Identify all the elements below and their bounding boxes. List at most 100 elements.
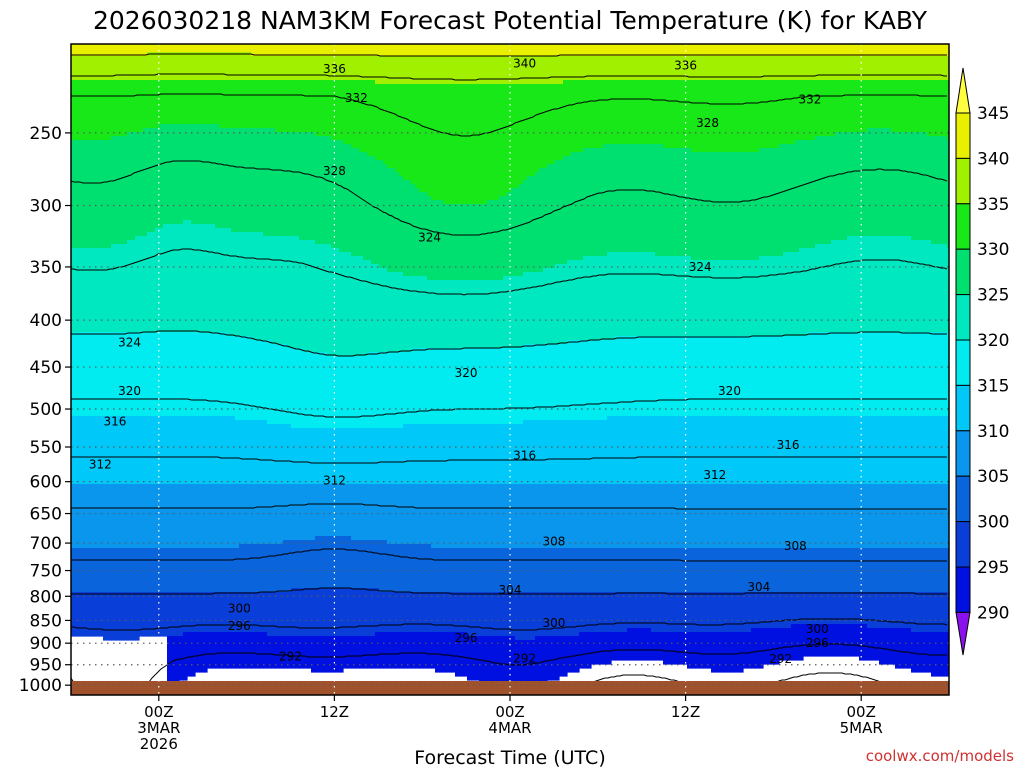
fill-cell [759, 416, 764, 485]
fill-cell [379, 484, 384, 541]
fill-cell [275, 484, 280, 545]
fill-cell [551, 592, 556, 637]
fill-cell [827, 244, 832, 333]
fill-cell [931, 416, 936, 485]
fill-cell [535, 172, 540, 273]
fill-cell [547, 548, 552, 593]
fill-cell [575, 340, 580, 421]
fill-cell [907, 548, 912, 593]
fill-cell [711, 336, 716, 417]
fill-cell [551, 84, 556, 165]
fill-cell [803, 140, 808, 249]
fill-cell [699, 484, 704, 549]
fill-cell [835, 132, 840, 241]
fill-cell [335, 44, 340, 57]
fill-cell [279, 636, 284, 669]
fill-cell [459, 592, 464, 633]
fill-cell [275, 132, 280, 237]
fill-cell [135, 56, 140, 81]
fill-cell [699, 260, 704, 337]
fill-cell [79, 484, 84, 549]
fill-cell [935, 56, 940, 81]
fill-cell [391, 592, 396, 633]
fill-cell [667, 44, 672, 57]
fill-cell [863, 592, 868, 625]
fill-cell [95, 140, 100, 249]
fill-cell [851, 132, 856, 237]
fill-cell [211, 80, 216, 125]
fill-cell [339, 44, 344, 57]
fill-cell [303, 484, 308, 541]
fill-cell [387, 272, 392, 353]
fill-cell [247, 232, 252, 337]
fill-cell [495, 348, 500, 425]
fill-cell [531, 272, 536, 345]
fill-cell [543, 636, 548, 685]
fill-cell [147, 592, 152, 637]
fill-cell [511, 592, 516, 637]
fill-cell [891, 416, 896, 485]
fill-cell [143, 332, 148, 417]
fill-cell [671, 336, 676, 417]
fill-cell [635, 144, 640, 253]
fill-cell [871, 628, 876, 661]
fill-cell [631, 80, 636, 145]
fill-cell [271, 44, 276, 57]
fill-cell [823, 332, 828, 417]
fill-cell [291, 428, 296, 485]
fill-cell [391, 272, 396, 353]
fill-cell [907, 416, 912, 485]
fill-cell [719, 260, 724, 337]
fill-cell [699, 44, 704, 57]
fill-cell [431, 632, 436, 669]
fill-cell [695, 336, 700, 417]
fill-cell [351, 588, 356, 637]
fill-cell [747, 416, 752, 485]
fill-cell [439, 200, 444, 281]
fill-cell [815, 548, 820, 593]
fill-cell [687, 632, 692, 669]
fill-cell [719, 80, 724, 153]
fill-cell [911, 80, 916, 133]
fill-cell [111, 44, 116, 57]
fill-cell [359, 484, 364, 541]
fill-cell [347, 536, 352, 589]
fill-cell [691, 632, 696, 669]
fill-cell [231, 632, 236, 669]
fill-cell [767, 336, 772, 417]
fill-cell [915, 592, 920, 633]
fill-cell [123, 484, 128, 549]
fill-cell [187, 548, 192, 593]
fill-cell [595, 44, 600, 57]
fill-cell [71, 332, 76, 417]
fill-cell [515, 640, 520, 689]
fill-cell [303, 588, 308, 637]
fill-cell [763, 416, 768, 485]
fill-cell [895, 80, 900, 133]
fill-cell [267, 236, 272, 341]
fill-cell [83, 56, 88, 81]
fill-cell [811, 56, 816, 81]
fill-cell [679, 416, 684, 485]
fill-cell [851, 80, 856, 133]
fill-cell [175, 592, 180, 637]
fill-cell [411, 484, 416, 545]
fill-cell [279, 56, 284, 81]
fill-cell [223, 592, 228, 633]
fill-cell [159, 80, 164, 125]
fill-cell [455, 56, 460, 85]
fill-cell [335, 428, 340, 485]
fill-cell [415, 632, 420, 669]
fill-cell [179, 80, 184, 125]
fill-cell [903, 416, 908, 485]
credit-text[interactable]: coolwx.com/models [866, 747, 1014, 765]
fill-cell [547, 592, 552, 637]
fill-cell [335, 484, 340, 537]
fill-cell [867, 44, 872, 57]
fill-cell [167, 52, 172, 81]
fill-cell [355, 44, 360, 57]
fill-cell [759, 56, 764, 81]
fill-cell [607, 632, 612, 665]
fill-cell [607, 56, 612, 81]
fill-cell [327, 588, 332, 637]
